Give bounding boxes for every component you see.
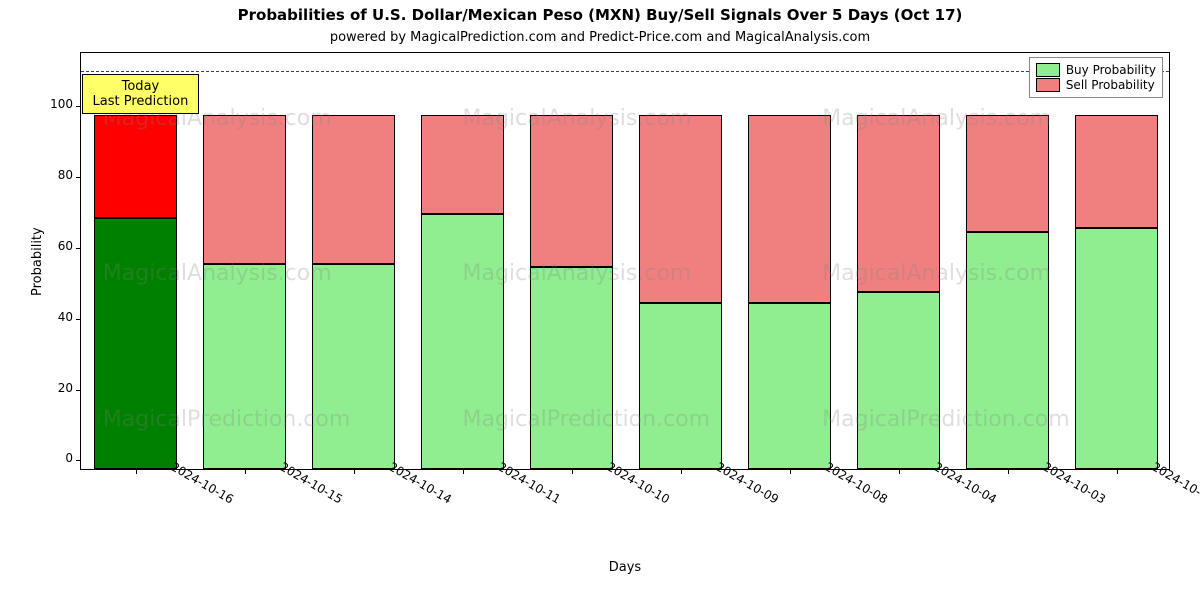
bar-sell — [748, 115, 832, 303]
bar-sell — [530, 115, 614, 267]
ytick-label: 100 — [50, 97, 73, 111]
xtick-mark — [572, 469, 573, 474]
bar-buy — [857, 292, 941, 469]
xtick-mark — [899, 469, 900, 474]
legend-swatch-sell — [1036, 78, 1060, 92]
bar-group — [748, 115, 832, 469]
bar-group — [530, 115, 614, 469]
bar-buy — [748, 303, 832, 469]
bar-group — [966, 115, 1050, 469]
bar-buy — [312, 264, 396, 469]
reference-hline — [81, 71, 1169, 72]
bar-sell — [966, 115, 1050, 232]
bar-group — [312, 115, 396, 469]
bar-sell — [203, 115, 287, 264]
ytick-mark — [76, 460, 81, 461]
bar-buy — [1075, 228, 1159, 469]
ytick-mark — [76, 106, 81, 107]
ytick-mark — [76, 319, 81, 320]
bar-sell — [857, 115, 941, 292]
plot-area: 020406080100 2024-10-162024-10-152024-10… — [80, 52, 1170, 470]
legend: Buy Probability Sell Probability — [1029, 57, 1163, 98]
figure: Probabilities of U.S. Dollar/Mexican Pes… — [0, 0, 1200, 600]
chart-subtitle: powered by MagicalPrediction.com and Pre… — [0, 30, 1200, 45]
bar-group — [857, 115, 941, 469]
ytick-label: 0 — [65, 451, 73, 465]
legend-row-buy: Buy Probability — [1036, 63, 1156, 77]
bar-sell — [421, 115, 505, 214]
chart-title: Probabilities of U.S. Dollar/Mexican Pes… — [0, 6, 1200, 24]
xtick-mark — [681, 469, 682, 474]
ytick-mark — [76, 248, 81, 249]
xtick-mark — [1008, 469, 1009, 474]
ytick-label: 80 — [58, 168, 73, 182]
callout-line1: Today — [122, 79, 160, 94]
bar-buy — [421, 214, 505, 469]
bar-group — [1075, 115, 1159, 469]
xtick-mark — [1117, 469, 1118, 474]
ytick-label: 40 — [58, 310, 73, 324]
bar-buy — [203, 264, 287, 469]
bar-sell — [312, 115, 396, 264]
xtick-mark — [463, 469, 464, 474]
y-axis-label: Probability — [30, 227, 45, 296]
bar-sell — [1075, 115, 1159, 228]
callout-line2: Last Prediction — [93, 94, 189, 109]
bar-group — [639, 115, 723, 469]
legend-label-buy: Buy Probability — [1066, 63, 1156, 77]
legend-swatch-buy — [1036, 63, 1060, 77]
bar-buy — [530, 267, 614, 469]
x-axis-label: Days — [80, 560, 1170, 575]
ytick-mark — [76, 177, 81, 178]
xtick-label: 2024-10-02 — [1149, 460, 1200, 507]
xtick-mark — [136, 469, 137, 474]
today-callout: Today Last Prediction — [82, 74, 200, 114]
ytick-mark — [76, 390, 81, 391]
bar-group — [94, 115, 178, 469]
xtick-mark — [790, 469, 791, 474]
ytick-label: 20 — [58, 381, 73, 395]
xtick-mark — [354, 469, 355, 474]
legend-row-sell: Sell Probability — [1036, 78, 1156, 92]
bar-buy — [639, 303, 723, 469]
bar-group — [203, 115, 287, 469]
ytick-label: 60 — [58, 239, 73, 253]
bar-buy — [966, 232, 1050, 469]
legend-label-sell: Sell Probability — [1066, 78, 1155, 92]
bar-buy — [94, 218, 178, 470]
bar-sell — [639, 115, 723, 303]
xtick-mark — [245, 469, 246, 474]
bar-group — [421, 115, 505, 469]
bar-sell — [94, 115, 178, 218]
